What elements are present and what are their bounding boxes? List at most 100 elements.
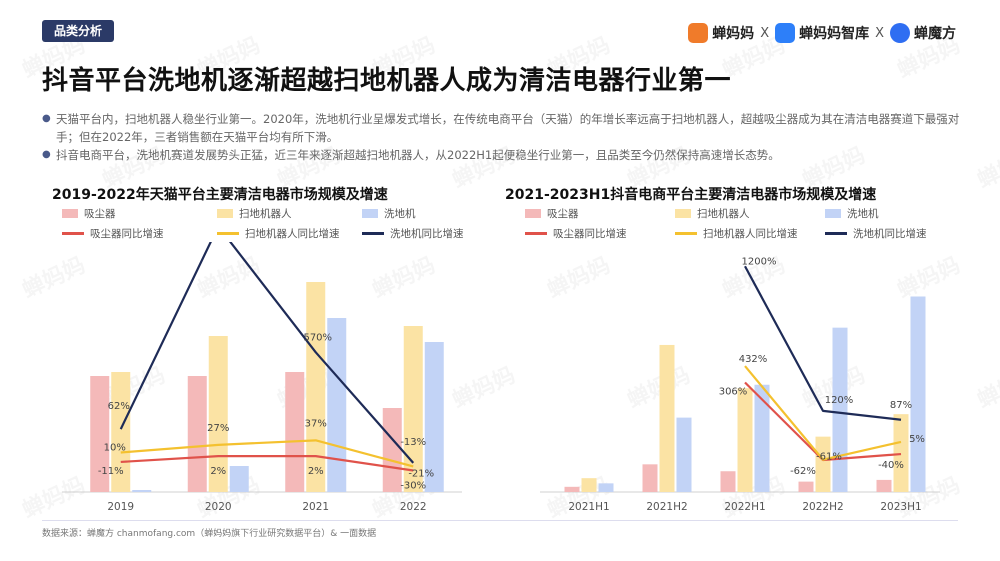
- x-tick-label: 2022H2: [802, 501, 843, 513]
- chart-2-plot: 2021H1 2021H2 2022H1 2022H2 2023H1 306% -62% -4…: [540, 256, 940, 513]
- data-label: 2%: [210, 466, 226, 477]
- legend-swatch: [675, 232, 697, 235]
- legend-swatch: [362, 232, 384, 235]
- bar-2-2023H1: [893, 414, 909, 492]
- chanmofang-logo-text: 蝉魔方: [914, 26, 956, 42]
- cross-separator: X: [760, 25, 770, 41]
- bar-1-2020: [187, 376, 207, 492]
- legend-swatch: [217, 209, 233, 218]
- data-label: -40%: [878, 460, 904, 471]
- legend-item: 扫地机器人: [217, 206, 292, 221]
- bar-3-2021H2: [676, 417, 692, 492]
- legend-label: 扫地机器人: [239, 208, 292, 220]
- bullet-dot-icon: ●: [42, 149, 51, 160]
- bar-3-2019: [132, 490, 152, 492]
- x-tick-label: 2023H1: [880, 501, 921, 513]
- x-tick-label: 2020: [205, 501, 232, 513]
- bullet-text: 天猫平台内，扫地机器人稳坐行业第一。2020年，洗地机行业呈爆发式增长，在传统电…: [56, 112, 960, 144]
- data-label: 306%: [719, 386, 748, 397]
- data-label: 10%: [104, 443, 126, 454]
- legend-item: 吸尘器: [525, 206, 579, 221]
- data-label: -61%: [816, 452, 842, 463]
- legend-item: 扫地机器人同比增速: [675, 226, 798, 241]
- data-source: 数据来源：蝉魔方 chanmofang.com（蝉妈妈旗下行业研究数据平台）& …: [42, 529, 377, 539]
- footer-divider: [42, 520, 958, 521]
- watermark-text: 蝉妈妈: [971, 358, 1000, 415]
- data-label: -21%: [408, 468, 434, 479]
- bar-3-2020: [229, 466, 249, 492]
- legend-label: 吸尘器同比增速: [553, 228, 627, 240]
- bar-1-2019: [90, 376, 110, 492]
- chanmama-zhiku-logo-text: 蝉妈妈智库: [799, 26, 870, 42]
- legend-item: 扫地机器人同比增速: [217, 226, 340, 241]
- line-series-2: [744, 365, 902, 461]
- legend-item: 吸尘器同比增速: [525, 226, 627, 241]
- chart-1-plot: 2019 2020 2021 2022 -11% 2% 2% -30% 10% 27% 37% -21…: [62, 242, 462, 513]
- legend-item: 洗地机: [362, 206, 416, 221]
- legend-swatch: [825, 232, 847, 235]
- legend-swatch: [217, 232, 239, 235]
- bar-1-2021H2: [642, 464, 658, 492]
- bar-2-2021: [306, 282, 326, 492]
- legend-item: 洗地机同比增速: [362, 226, 464, 241]
- line-series-3: [744, 265, 902, 421]
- data-label: 5%: [909, 434, 925, 445]
- chanmama-logo-text: 蝉妈妈: [712, 26, 755, 42]
- legend-swatch: [675, 209, 691, 218]
- data-label: 432%: [739, 354, 768, 365]
- bar-1-2022H1: [720, 471, 736, 492]
- legend-item: 洗地机: [825, 206, 879, 221]
- line-series-2: [120, 439, 414, 468]
- legend-swatch: [62, 209, 78, 218]
- x-tick-label: 2022H1: [724, 501, 765, 513]
- legend-item: 吸尘器: [62, 206, 116, 221]
- legend-label: 洗地机同比增速: [853, 228, 927, 240]
- legend-swatch: [525, 232, 547, 235]
- bullet-item: ● 天猫平台内，扫地机器人稳坐行业第一。2020年，洗地机行业呈爆发式增长，在传…: [42, 110, 962, 146]
- legend-label: 洗地机: [847, 208, 879, 220]
- data-label: 2%: [308, 466, 324, 477]
- x-tick-label: 2021H2: [646, 501, 687, 513]
- data-label: 27%: [207, 423, 229, 434]
- bar-3-2022H2: [832, 327, 848, 492]
- legend-label: 吸尘器: [547, 208, 579, 220]
- legend-swatch: [825, 209, 841, 218]
- legend-swatch: [362, 209, 378, 218]
- legend-label: 扫地机器人同比增速: [703, 228, 798, 240]
- legend-item: 吸尘器同比增速: [62, 226, 164, 241]
- data-label: 1200%: [742, 256, 777, 267]
- data-label: 87%: [890, 400, 912, 411]
- chanmofang-logo-icon: [890, 23, 910, 43]
- x-tick-label: 2021H1: [568, 501, 609, 513]
- data-label: -11%: [98, 466, 124, 477]
- bullet-text: 抖音电商平台，洗地机赛道发展势头正猛，近三年来逐渐超越扫地机器人，从2022H1…: [56, 148, 780, 162]
- page-title: 抖音平台洗地机逐渐超越扫地机器人成为清洁电器行业第一: [42, 66, 732, 96]
- category-tag: 品类分析: [42, 20, 114, 42]
- legend-label: 洗地机同比增速: [390, 228, 464, 240]
- bar-2-2022H1: [737, 388, 753, 492]
- bar-2-2020: [208, 336, 228, 492]
- bar-3-2022: [424, 342, 444, 492]
- data-label: 120%: [825, 395, 854, 406]
- chanmama-zhiku-logo-icon: [775, 23, 796, 43]
- bar-3-2023H1: [910, 296, 926, 492]
- legend-item: 扫地机器人: [675, 206, 750, 221]
- bar-1-2022H2: [798, 481, 814, 492]
- legend-label: 吸尘器同比增速: [90, 228, 164, 240]
- data-label: -30%: [400, 481, 426, 492]
- bullet-item: ● 抖音电商平台，洗地机赛道发展势头正猛，近三年来逐渐超越扫地机器人，从2022…: [42, 146, 962, 164]
- chart-2-legend: 吸尘器 扫地机器人 洗地机 吸尘器同比增速 扫地机器人同比增速 洗地机同比增速: [525, 206, 945, 242]
- x-tick-label: 2022: [400, 501, 427, 513]
- data-label: -62%: [790, 466, 816, 477]
- chanmama-zhiku-logo: 蝉妈妈智库: [775, 23, 869, 43]
- chanmama-logo-icon: [688, 23, 709, 43]
- line-series-3: [119, 242, 415, 464]
- chanmama-logo: 蝉妈妈: [688, 23, 754, 43]
- cross-separator: X: [875, 25, 884, 41]
- legend-label: 洗地机: [384, 208, 416, 220]
- x-tick-label: 2021: [302, 501, 329, 513]
- legend-label: 扫地机器人: [697, 208, 750, 220]
- legend-swatch: [525, 209, 541, 218]
- bar-1-2021: [285, 372, 305, 492]
- x-tick-label: 2019: [107, 501, 134, 513]
